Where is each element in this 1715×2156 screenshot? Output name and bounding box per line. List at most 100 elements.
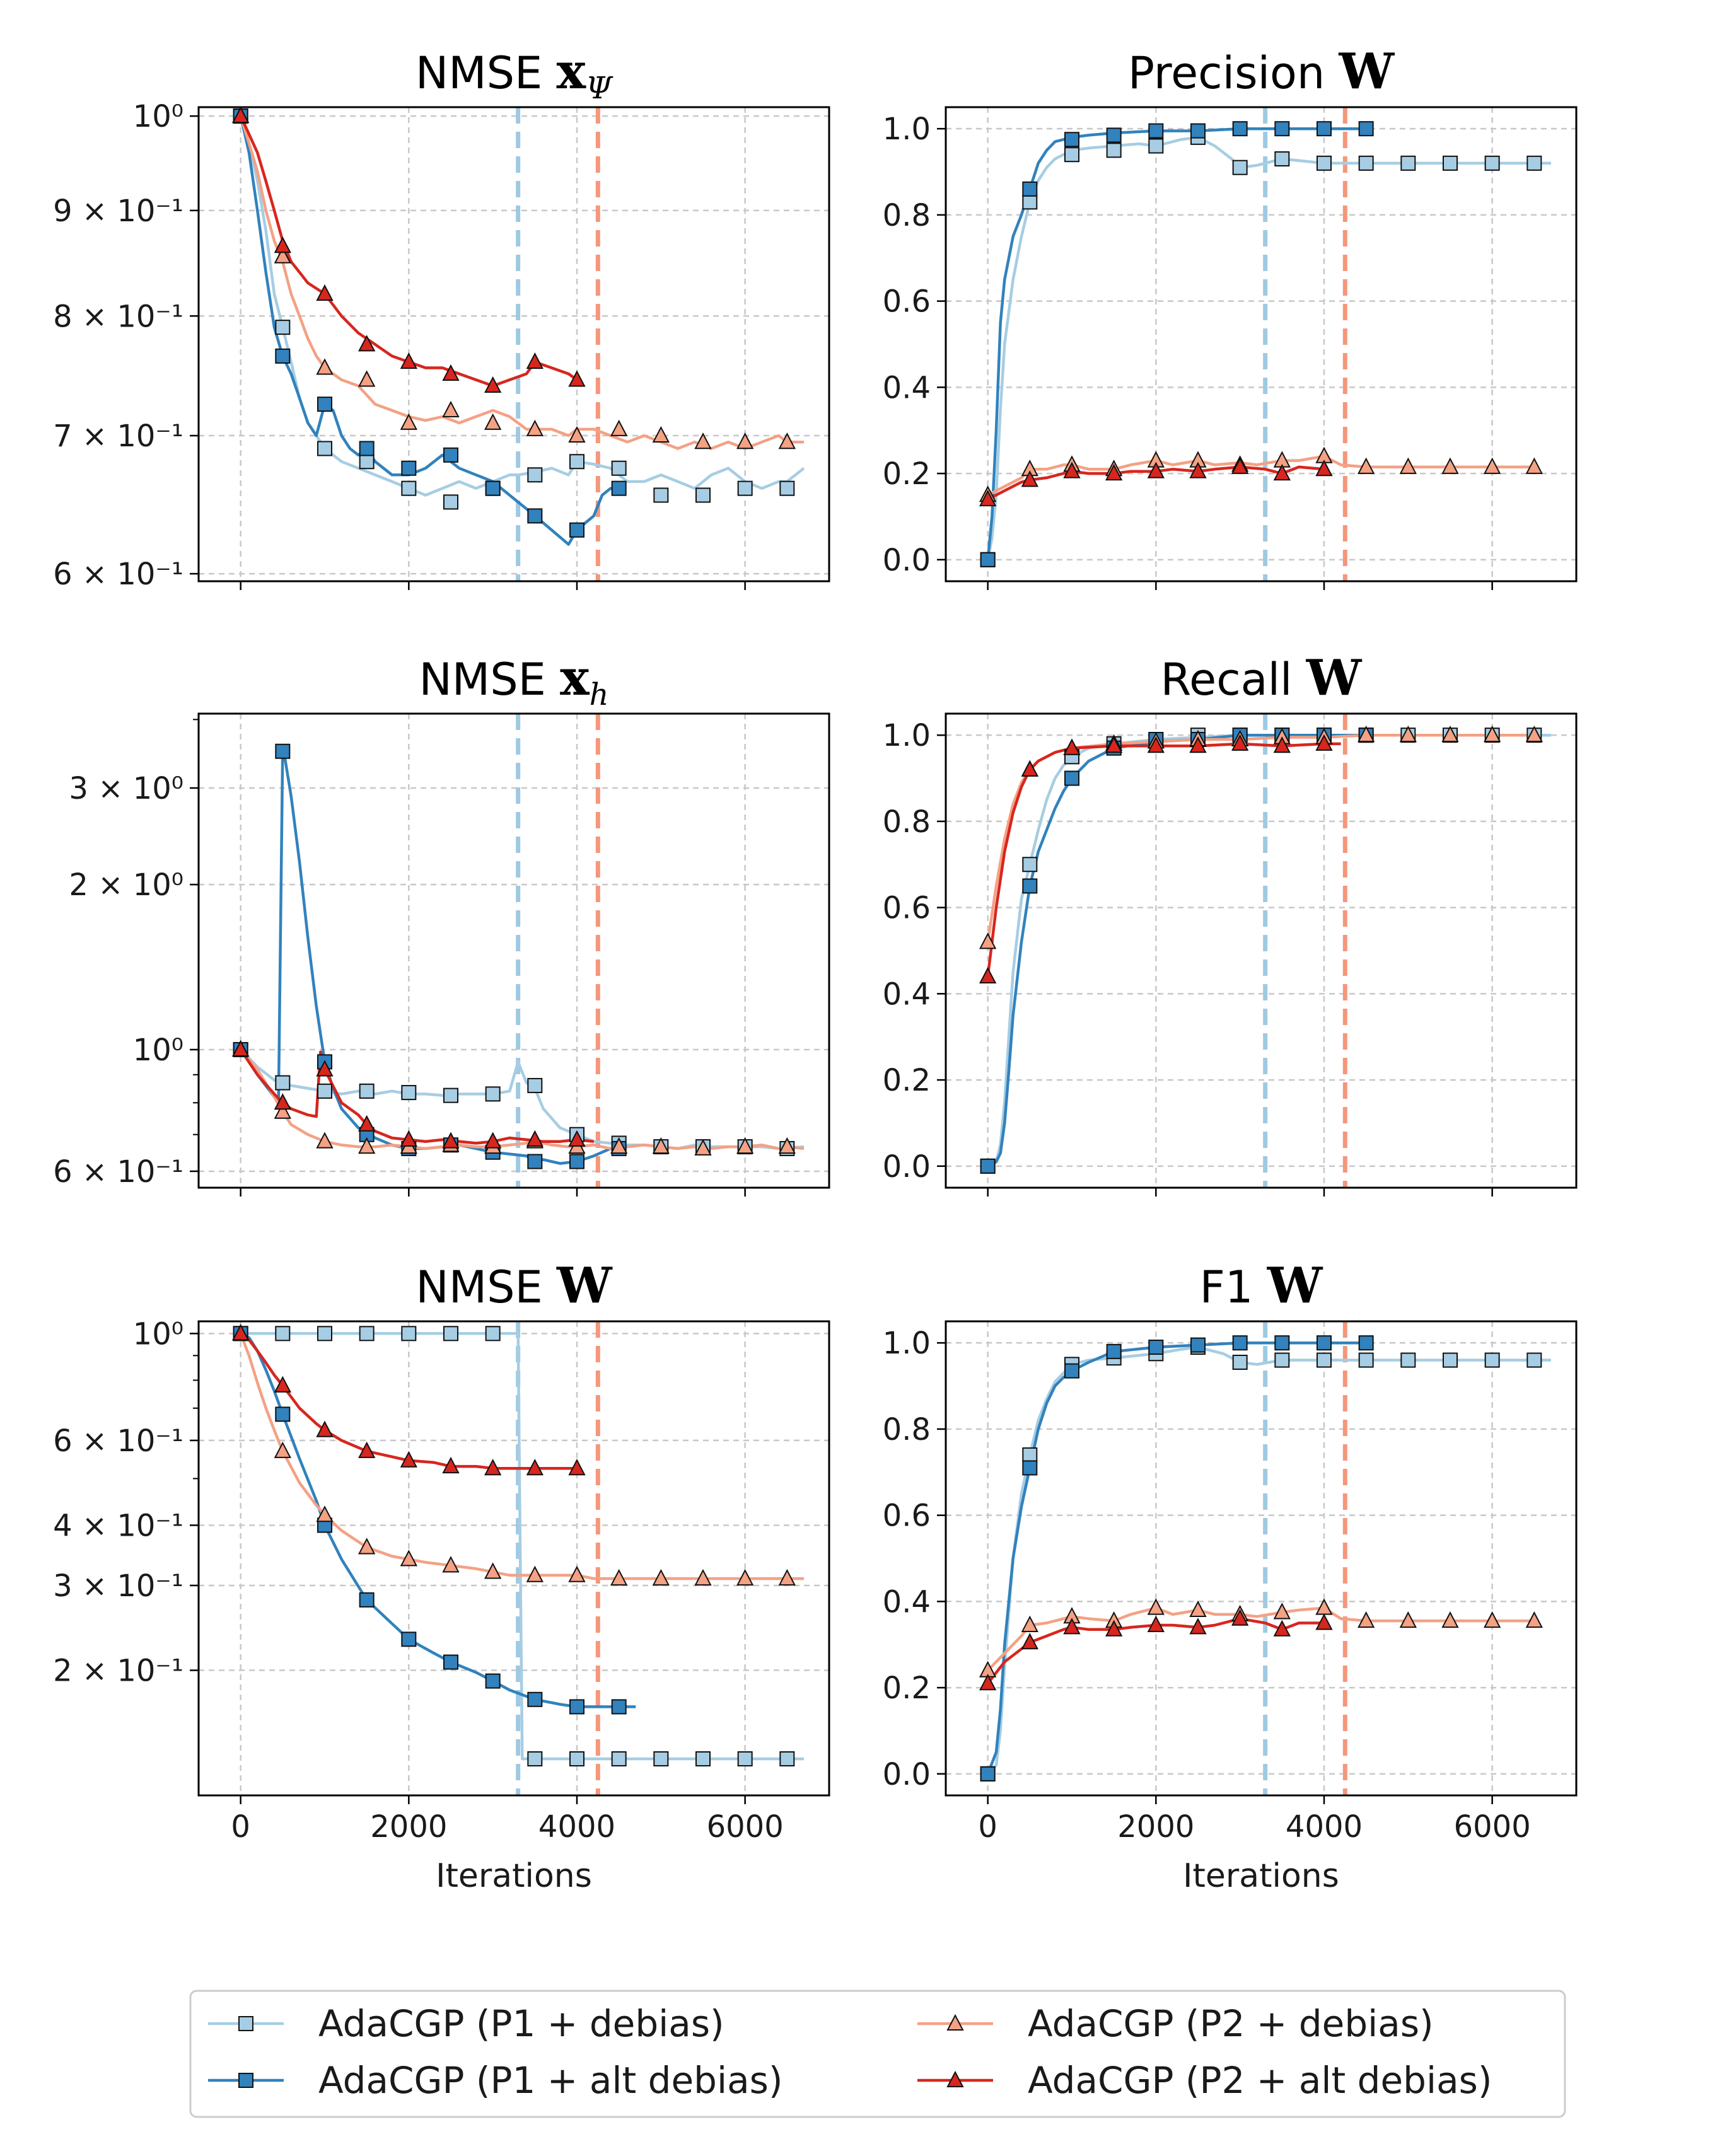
data-point-p1_debias <box>359 1326 375 1342</box>
data-point-p2_alt <box>526 1130 544 1147</box>
legend-box <box>189 1990 1566 2118</box>
data-point-p1_debias <box>1358 1352 1374 1368</box>
x-tick-label: 4000 <box>1286 1809 1363 1845</box>
data-point-p2_alt <box>1021 760 1038 777</box>
panel-title: Precision W <box>1128 43 1395 100</box>
data-point-p1_alt <box>1317 1335 1332 1351</box>
data-point-p2_debias <box>1021 1615 1038 1632</box>
data-point-p2_debias <box>652 1568 670 1586</box>
panel-precision_w: 0.0 0.2 0.4 0.6 0.8 1.0 Precision W <box>883 43 1578 590</box>
data-point-p2_debias <box>610 419 628 436</box>
data-point-p2_alt <box>1273 736 1291 753</box>
panel-nmse_xpsi: 10⁰ 9 × 10⁻¹ 8 × 10⁻¹ 7 × 10⁻¹ 6 × 10⁻¹ NMSE … <box>53 43 830 592</box>
legend-marker <box>238 2073 253 2088</box>
data-point-p2_debias <box>316 1132 334 1149</box>
data-point-p2_debias <box>778 432 796 449</box>
data-point-p1_debias <box>359 1083 375 1099</box>
data-point-p1_alt <box>527 508 543 524</box>
x-tick-label: 0 <box>978 1809 997 1845</box>
data-point-p1_alt <box>401 1631 417 1647</box>
axes-frame <box>197 1320 830 1797</box>
data-point-p1_alt <box>980 552 996 567</box>
data-point-p1_debias <box>527 467 543 483</box>
data-point-p2_alt <box>1105 1620 1123 1637</box>
data-point-p2_debias <box>484 1562 502 1579</box>
data-point-p1_alt <box>359 441 375 456</box>
data-point-p1_debias <box>1106 142 1122 158</box>
data-point-p2_alt <box>484 1459 502 1476</box>
data-point-p1_debias <box>1484 155 1500 171</box>
legend-entry-p2_alt: AdaCGP (P2 + alt debias) <box>917 2059 1492 2102</box>
y-tick-label: 0.6 <box>883 284 931 320</box>
panel-title: Recall W <box>1161 649 1363 707</box>
data-point-p1_alt <box>980 1158 996 1174</box>
data-point-p2_debias <box>1484 726 1501 743</box>
x-tick-label: 2000 <box>1117 1809 1194 1845</box>
data-point-p2_debias <box>736 1137 754 1154</box>
data-point-p1_debias <box>359 454 375 470</box>
data-point-p2_debias <box>568 1565 586 1582</box>
series-line-p2_alt <box>239 1048 594 1145</box>
data-point-p2_debias <box>694 1568 712 1586</box>
legend: AdaCGP (P1 + debias) AdaCGP (P1 + alt deb… <box>189 1990 1566 2118</box>
x-tick-label: 6000 <box>1454 1809 1531 1845</box>
data-point-p2_debias <box>568 426 586 443</box>
y-tick-label: 0.2 <box>883 1671 931 1706</box>
x-tick-label: 0 <box>231 1809 250 1845</box>
data-point-p1_debias <box>1400 155 1416 171</box>
data-point-p2_alt <box>1147 736 1165 753</box>
data-point-p2_alt <box>316 284 334 301</box>
data-point-p1_alt <box>569 522 584 538</box>
legend-label: AdaCGP (P2 + alt debias) <box>1028 2059 1492 2102</box>
data-point-p1_debias <box>569 454 584 470</box>
data-point-p2_debias <box>526 419 544 436</box>
y-tick-label: 3 × 10⁻¹ <box>53 1568 183 1604</box>
data-point-p1_alt <box>1148 1340 1164 1355</box>
data-point-p1_debias <box>275 1075 291 1091</box>
data-point-p2_alt <box>358 1115 376 1132</box>
data-point-p1_alt <box>1064 132 1079 148</box>
y-tick-label: 0.8 <box>883 804 931 840</box>
y-tick-label: 10⁰ <box>133 1316 183 1352</box>
data-point-p2_debias <box>778 1137 796 1154</box>
data-point-p2_alt <box>1315 460 1333 477</box>
data-point-p2_debias <box>694 432 712 449</box>
y-tick-label: 1.0 <box>883 112 931 147</box>
data-point-p1_debias <box>1232 159 1248 175</box>
data-point-p2_debias <box>979 932 997 949</box>
plot-area <box>199 714 829 1188</box>
data-point-p1_debias <box>1064 147 1079 163</box>
data-point-p1_alt <box>485 1673 501 1689</box>
data-point-p2_debias <box>1441 457 1459 474</box>
data-point-p1_alt <box>1148 123 1164 139</box>
series-group <box>979 726 1551 1174</box>
data-point-p1_alt <box>1106 1343 1122 1359</box>
data-point-p2_debias <box>1399 1611 1417 1628</box>
x-tick-label: 2000 <box>370 1809 447 1845</box>
data-point-p2_alt <box>1021 1633 1038 1650</box>
data-point-p2_alt <box>568 1459 586 1476</box>
data-point-p1_debias <box>443 1087 458 1103</box>
data-point-p1_alt <box>1064 1363 1079 1379</box>
data-point-p2_alt <box>400 1130 417 1147</box>
data-point-p1_debias <box>569 1751 584 1767</box>
data-point-p2_alt <box>232 1040 250 1057</box>
data-point-p1_debias <box>443 494 458 510</box>
data-point-p1_alt <box>1190 1337 1206 1353</box>
y-tick-label: 0.0 <box>883 1149 931 1185</box>
data-point-p2_alt <box>979 966 997 984</box>
x-tick-label: 6000 <box>707 1809 784 1845</box>
y-tick-label: 0.8 <box>883 1412 931 1447</box>
panels: 10⁰ 9 × 10⁻¹ 8 × 10⁻¹ 7 × 10⁻¹ 6 × 10⁻¹ NMSE … <box>53 43 1578 1895</box>
x-axis-label: Iterations <box>436 1857 592 1895</box>
data-point-p2_debias <box>400 1550 417 1567</box>
plot-area <box>946 714 1576 1188</box>
panel-title: NMSE W <box>416 1257 613 1314</box>
data-point-p2_alt <box>274 236 291 253</box>
panel-title: NMSE xh <box>419 649 608 712</box>
data-point-p2_alt <box>316 1420 334 1437</box>
data-point-p1_debias <box>653 487 669 503</box>
data-point-p1_alt <box>527 1154 543 1169</box>
panel-recall_w: 0.0 0.2 0.4 0.6 0.8 1.0 Recall W <box>883 649 1578 1197</box>
